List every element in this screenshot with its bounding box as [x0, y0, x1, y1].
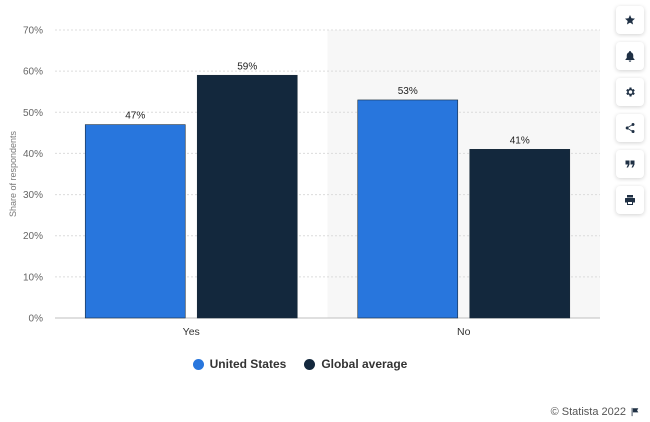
- bar: [196, 74, 298, 319]
- quote-icon: [625, 160, 635, 168]
- y-tick-label: 60%: [23, 67, 43, 78]
- data-label: 47%: [125, 111, 145, 122]
- data-label: 53%: [398, 86, 418, 97]
- y-tick-label: 50%: [23, 108, 43, 119]
- legend-item-global-average[interactable]: Global average: [304, 357, 407, 371]
- bell-icon: [625, 51, 635, 62]
- y-tick-label: 20%: [23, 231, 43, 242]
- bar: [469, 149, 571, 319]
- chart-toolbar: [616, 6, 644, 214]
- cite-button[interactable]: [616, 150, 644, 178]
- y-axis-title: Share of respondents: [8, 130, 18, 217]
- data-label: 41%: [510, 135, 530, 146]
- y-tick-label: 70%: [23, 26, 43, 37]
- favorite-button[interactable]: [616, 6, 644, 34]
- bar-chart: 0% 10% 20% 30% 40% 50% 60% 70% Share of responde…: [8, 26, 600, 338]
- y-tick-label: 30%: [23, 190, 43, 201]
- data-label: 59%: [237, 61, 257, 72]
- settings-button[interactable]: [616, 78, 644, 106]
- y-tick-label: 40%: [23, 149, 43, 160]
- x-tick-label: Yes: [183, 326, 200, 338]
- bar: [357, 99, 459, 319]
- share-button[interactable]: [616, 114, 644, 142]
- legend-swatch-united-states: [192, 358, 204, 370]
- print-button[interactable]: [616, 186, 644, 214]
- footer: © Statista 2022: [551, 406, 640, 418]
- bar: [84, 124, 186, 319]
- legend-label-global-average: Global average: [321, 357, 408, 371]
- gear-icon: [626, 87, 635, 97]
- legend-swatch-global-average: [304, 358, 316, 370]
- flag-icon[interactable]: [630, 407, 640, 417]
- y-tick-label: 10%: [23, 272, 43, 283]
- print-icon: [625, 195, 635, 205]
- star-icon: [625, 15, 635, 25]
- legend-label-united-states: United States: [209, 357, 287, 371]
- legend: United States Global average: [0, 357, 600, 371]
- share-icon: [625, 122, 635, 133]
- y-tick-label: 0%: [29, 314, 44, 325]
- legend-item-united-states[interactable]: United States: [192, 357, 287, 371]
- notification-button[interactable]: [616, 42, 644, 70]
- x-tick-label: No: [457, 326, 471, 338]
- copyright-text: © Statista 2022: [550, 406, 626, 418]
